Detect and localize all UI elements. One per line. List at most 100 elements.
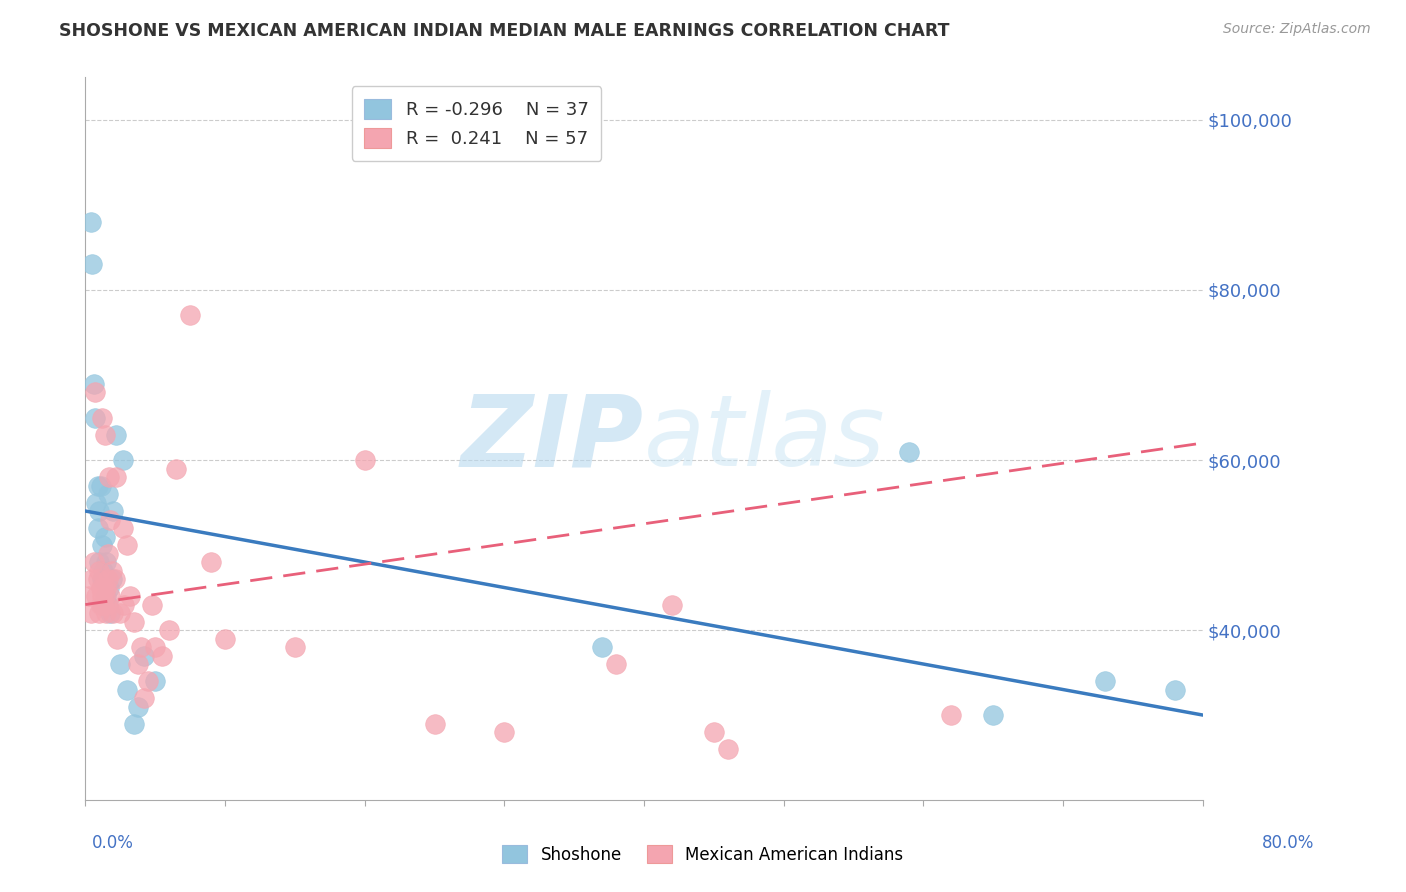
Point [83,376,105,391]
Point [214,632,236,646]
Point [200,555,222,569]
Point [97,572,120,586]
Text: atlas: atlas [644,391,886,487]
Point [112,598,135,612]
Point [111,521,134,535]
Point [111,453,134,467]
Point [93,581,115,595]
Point [284,640,307,654]
Point [129,640,152,654]
Point [150,648,173,663]
Point [115,538,138,552]
Point [93,598,115,612]
Point [90,598,112,612]
Point [103,504,125,518]
Point [127,657,149,671]
Point [1164,682,1187,697]
Point [157,623,180,637]
Point [898,444,921,458]
Point [661,598,683,612]
Point [84,384,107,399]
Point [143,674,166,689]
Point [122,615,145,629]
Point [90,478,112,492]
Point [93,598,115,612]
Point [80,606,103,620]
Point [79,589,101,603]
Point [110,657,132,671]
Point [91,538,114,552]
Point [87,521,110,535]
Point [94,427,117,442]
Point [86,495,108,509]
Point [96,598,118,612]
Point [87,572,110,586]
Point [89,564,111,578]
Point [941,708,963,723]
Text: ZIP: ZIP [461,391,644,487]
Point [98,581,121,595]
Point [703,725,725,739]
Point [97,487,120,501]
Text: SHOSHONE VS MEXICAN AMERICAN INDIAN MEDIAN MALE EARNINGS CORRELATION CHART: SHOSHONE VS MEXICAN AMERICAN INDIAN MEDI… [59,22,949,40]
Point [107,632,129,646]
Point [105,470,128,484]
Point [94,529,117,543]
Point [97,547,120,561]
Point [82,257,104,271]
Point [98,470,121,484]
Point [93,564,115,578]
Point [90,581,112,595]
Point [80,215,103,229]
Point [97,598,120,612]
Point [717,742,740,756]
Point [423,716,446,731]
Point [101,564,124,578]
Point [91,410,114,425]
Point [94,589,117,603]
Point [494,725,516,739]
Point [101,572,124,586]
Point [179,309,201,323]
Point [981,708,1004,723]
Point [89,555,111,569]
Point [103,606,125,620]
Point [104,572,127,586]
Point [96,581,118,595]
Point [127,699,149,714]
Point [91,589,114,603]
Point [100,512,122,526]
Point [87,478,110,492]
Point [143,640,166,654]
Point [94,572,117,586]
Point [353,453,375,467]
Point [110,606,132,620]
Point [141,598,163,612]
Point [136,674,159,689]
Point [132,691,155,706]
Point [86,589,108,603]
Point [165,461,187,475]
Text: Source: ZipAtlas.com: Source: ZipAtlas.com [1223,22,1371,37]
Point [118,589,141,603]
Point [82,572,104,586]
Legend: Shoshone, Mexican American Indians: Shoshone, Mexican American Indians [496,838,910,871]
Point [605,657,627,671]
Point [89,606,111,620]
Point [84,410,107,425]
Point [100,606,122,620]
Point [89,504,111,518]
Point [100,589,122,603]
Point [122,716,145,731]
Point [96,555,118,569]
Point [1094,674,1116,689]
Point [96,589,118,603]
Point [115,682,138,697]
Point [591,640,613,654]
Legend: R = -0.296    N = 37, R =  0.241    N = 57: R = -0.296 N = 37, R = 0.241 N = 57 [352,87,602,161]
Point [91,572,114,586]
Point [96,606,118,620]
Point [105,427,128,442]
Text: 0.0%: 0.0% [91,834,134,852]
Point [83,555,105,569]
